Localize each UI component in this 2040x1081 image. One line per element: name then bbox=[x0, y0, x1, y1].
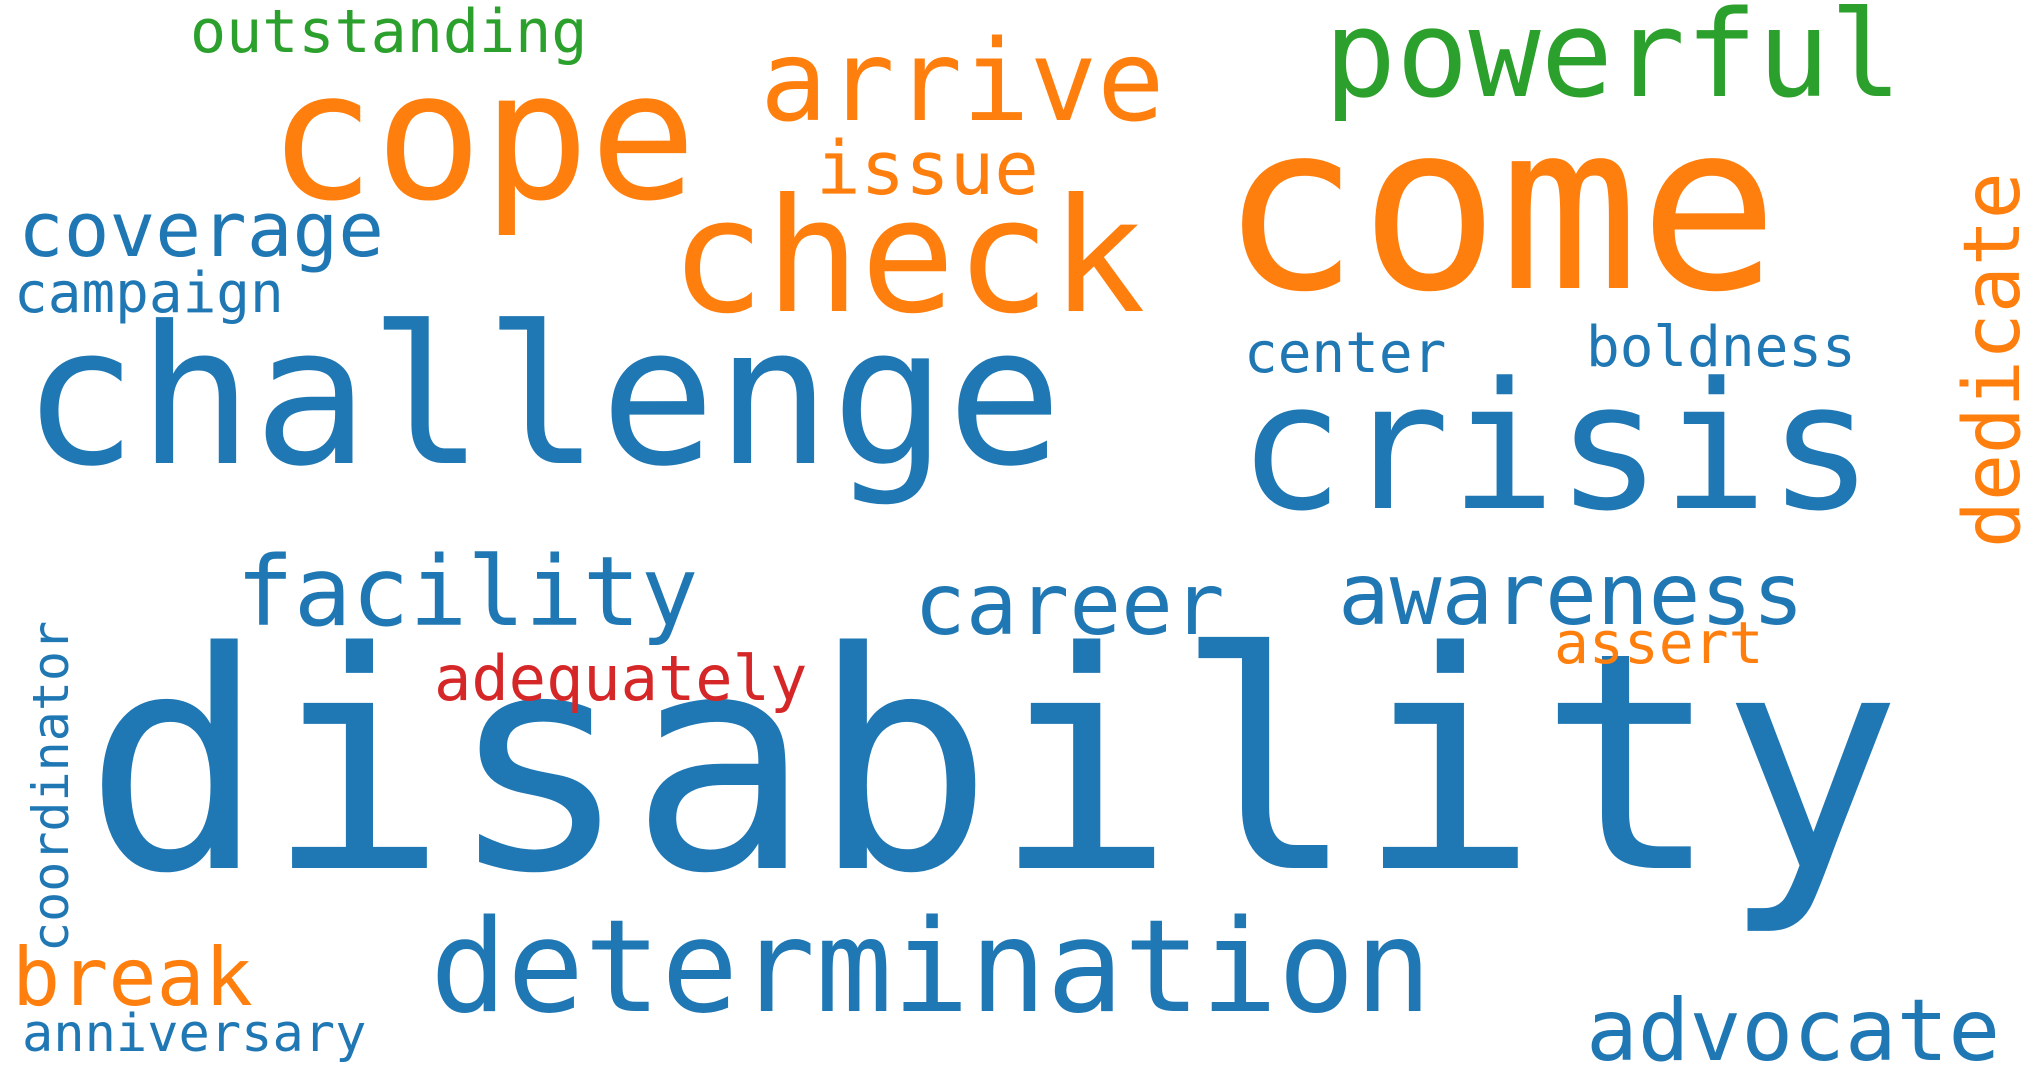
word-awareness: awareness bbox=[1338, 545, 1804, 645]
word-facility: facility bbox=[236, 536, 699, 648]
word-center: center bbox=[1244, 321, 1447, 386]
word-break: break bbox=[12, 931, 253, 1024]
word-career: career bbox=[914, 555, 1225, 655]
word-adequately: adequately bbox=[434, 642, 808, 715]
word-check: check bbox=[670, 165, 1146, 349]
word-issue: issue bbox=[816, 126, 1039, 212]
word-anniversary: anniversary bbox=[22, 1004, 367, 1064]
word-determination: determination bbox=[430, 893, 1432, 1042]
word-arrive: arrive bbox=[760, 17, 1165, 147]
word-coordinator: coordinator bbox=[22, 620, 80, 952]
word-disability: disability bbox=[84, 589, 1903, 940]
word-outstanding: outstanding bbox=[190, 0, 588, 67]
word-come: come bbox=[1220, 73, 1779, 343]
word-coverage: coverage bbox=[18, 185, 385, 274]
word-boldness: boldness bbox=[1586, 315, 1856, 380]
word-advocate: advocate bbox=[1586, 981, 2001, 1081]
word-campaign: campaign bbox=[14, 261, 284, 326]
word-cope: cope bbox=[268, 33, 697, 240]
word-powerful: powerful bbox=[1324, 0, 1902, 125]
word-crisis: crisis bbox=[1238, 345, 1874, 550]
word-challenge: challenge bbox=[22, 286, 1063, 509]
word-dedicate: dedicate bbox=[1948, 172, 2038, 548]
word-assert: assert bbox=[1554, 609, 1764, 677]
